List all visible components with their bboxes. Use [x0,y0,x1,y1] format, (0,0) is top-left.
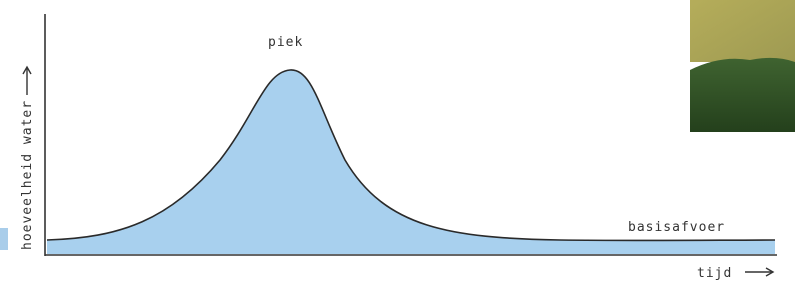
y-axis-label: hoeveelheid water [20,100,35,250]
baseflow-label: basisafvoer [628,220,725,235]
page: {"labels": {"peak": "piek", "baseflow": … [0,0,795,288]
hydrograph-diagram: piek basisafvoer tijd hoeveelheid water [0,0,795,288]
peak-label: piek [268,35,303,50]
edge-fragment [0,228,8,250]
photo [690,0,795,132]
hydrograph-line [47,70,775,241]
x-axis-label: tijd [697,266,732,281]
